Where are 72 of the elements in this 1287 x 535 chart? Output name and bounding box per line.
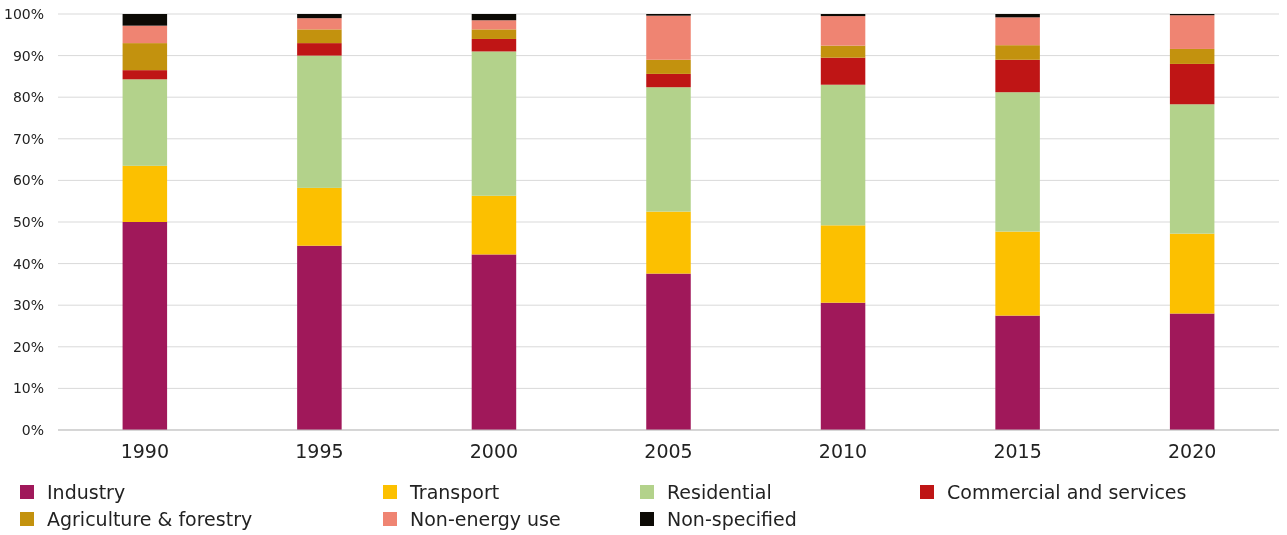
bar bbox=[646, 15, 691, 60]
bar bbox=[1169, 313, 1215, 430]
y-tick-label: 10% bbox=[12, 380, 44, 397]
x-tick-label: 2015 bbox=[993, 440, 1042, 462]
bar bbox=[1169, 15, 1215, 49]
y-tick-label: 0% bbox=[21, 421, 44, 438]
x-tick-label: 2010 bbox=[818, 440, 868, 462]
x-tick-label: 2000 bbox=[469, 440, 519, 462]
y-tick-label: 40% bbox=[12, 255, 44, 272]
bar bbox=[122, 14, 168, 26]
bar bbox=[297, 29, 342, 44]
bar bbox=[820, 14, 866, 17]
bar bbox=[471, 254, 517, 430]
bar bbox=[297, 18, 342, 30]
bar bbox=[995, 92, 1040, 232]
bar bbox=[122, 222, 168, 430]
bar bbox=[995, 59, 1040, 93]
y-tick-label: 70% bbox=[12, 130, 44, 147]
bar bbox=[471, 195, 517, 255]
x-tick-label: 2005 bbox=[644, 440, 693, 462]
y-tick-label: 100% bbox=[3, 5, 44, 22]
bar bbox=[471, 20, 517, 30]
bar bbox=[995, 315, 1040, 430]
legend-label: Industry bbox=[47, 480, 126, 503]
bar bbox=[297, 245, 342, 430]
bar bbox=[471, 51, 517, 196]
bar bbox=[297, 14, 342, 19]
bar bbox=[820, 302, 866, 430]
bar bbox=[122, 165, 168, 222]
bar bbox=[471, 14, 517, 21]
bar bbox=[1169, 104, 1215, 234]
y-tick-label: 80% bbox=[12, 89, 44, 106]
bar bbox=[820, 57, 866, 85]
bar bbox=[995, 231, 1040, 316]
bar bbox=[471, 38, 517, 52]
x-tick-label: 1995 bbox=[295, 440, 344, 462]
bar bbox=[646, 211, 691, 274]
bar bbox=[646, 73, 691, 88]
bar bbox=[122, 70, 168, 80]
bar bbox=[297, 187, 342, 246]
bar bbox=[297, 43, 342, 56]
bar bbox=[820, 84, 866, 226]
bar bbox=[122, 43, 168, 71]
legend-label: Non-energy use bbox=[410, 507, 561, 530]
bar bbox=[1169, 233, 1215, 314]
legend-label: Transport bbox=[409, 480, 500, 503]
y-tick-label: 90% bbox=[12, 47, 44, 64]
bar bbox=[646, 59, 691, 74]
bar bbox=[995, 14, 1040, 18]
bar bbox=[122, 25, 168, 44]
bar bbox=[995, 45, 1040, 60]
bar bbox=[1169, 63, 1215, 105]
bar bbox=[1169, 48, 1215, 64]
bar bbox=[820, 16, 866, 46]
bar bbox=[297, 55, 342, 188]
y-tick-label: 30% bbox=[12, 297, 44, 314]
bar bbox=[995, 17, 1040, 46]
y-tick-label: 50% bbox=[12, 213, 44, 230]
x-tick-label: 2020 bbox=[1167, 440, 1217, 462]
legend-label: Commercial and services bbox=[947, 480, 1187, 503]
bar bbox=[646, 273, 691, 430]
legend-label: Agriculture & forestry bbox=[47, 507, 253, 530]
bar bbox=[646, 87, 691, 212]
bar bbox=[122, 79, 168, 166]
bar bbox=[820, 45, 866, 58]
y-tick-label: 20% bbox=[12, 338, 44, 355]
legend-label: Residential bbox=[667, 480, 772, 503]
bar bbox=[820, 225, 866, 303]
legend-label: Non-specified bbox=[667, 507, 797, 530]
bar bbox=[471, 29, 517, 39]
y-tick-label: 60% bbox=[12, 172, 44, 189]
x-tick-label: 1990 bbox=[120, 440, 170, 462]
